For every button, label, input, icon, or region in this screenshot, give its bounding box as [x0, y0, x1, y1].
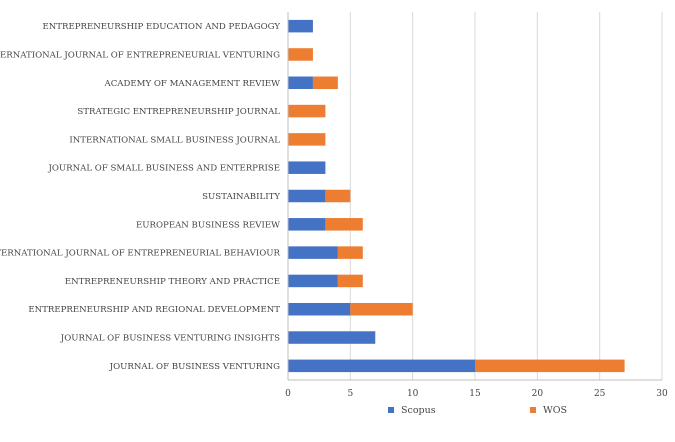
- bars: [288, 19, 625, 373]
- x-tick-label: 30: [656, 389, 668, 399]
- bar-wos: [350, 302, 413, 316]
- category-label: SUSTAINABILITY: [202, 192, 280, 202]
- category-labels: ENTREPRENEURSHIP EDUCATION AND PEDAGOGY I…: [0, 22, 281, 372]
- category-label: INTERNATIONAL SMALL BUSINESS JOURNAL: [69, 135, 280, 145]
- bar-wos: [325, 218, 363, 231]
- x-tick-label: 25: [594, 389, 606, 399]
- category-label: ENTREPRENEURSHIP AND REGIONAL DEVELOPMEN…: [28, 305, 280, 315]
- bar-scopus: [288, 331, 376, 344]
- bar-wos: [325, 189, 351, 203]
- category-label: INTERNATIONAL JOURNAL OF ENTREPRENEURIAL…: [0, 249, 281, 259]
- category-label: ENTREPRENEURSHIP THEORY AND PRACTICE: [65, 277, 280, 287]
- legend: Scopus WOS: [388, 405, 567, 416]
- bar-scopus: [288, 359, 475, 373]
- category-label: JOURNAL OF BUSINESS VENTURING INSIGHTS: [60, 334, 280, 344]
- bar-wos: [312, 76, 338, 90]
- bar-scopus: [288, 218, 326, 231]
- category-label: JOURNAL OF BUSINESS VENTURING: [109, 362, 280, 372]
- bar-wos: [475, 359, 625, 373]
- x-tick-label: 0: [285, 389, 291, 399]
- bar-wos: [288, 48, 313, 61]
- category-label: ENTREPRENEURSHIP EDUCATION AND PEDAGOGY: [42, 22, 280, 32]
- bar-scopus: [288, 161, 326, 174]
- bar-wos: [337, 246, 363, 259]
- category-label: STRATEGIC ENTREPRENEURSHIP JOURNAL: [77, 107, 280, 117]
- bar-scopus: [288, 302, 351, 316]
- x-tick-label: 15: [469, 389, 481, 399]
- bar-scopus: [288, 19, 313, 33]
- gridlines: [349, 12, 663, 380]
- bar-wos: [337, 274, 363, 288]
- x-axis: 0 5 10 15 20 25 30: [285, 12, 668, 399]
- bar-scopus: [288, 246, 338, 259]
- category-label: INTERNATIONAL JOURNAL OF ENTREPRENEURIAL…: [0, 50, 280, 60]
- category-label: EUROPEAN BUSINESS REVIEW: [136, 220, 280, 230]
- x-tick-label: 10: [407, 389, 419, 399]
- bar-wos: [288, 104, 326, 118]
- bar-scopus: [288, 274, 338, 288]
- legend-label-wos: WOS: [543, 405, 567, 416]
- bar-wos: [288, 133, 326, 146]
- bar-scopus: [288, 76, 313, 90]
- x-tick-label: 20: [532, 389, 544, 399]
- x-tick-label: 5: [347, 389, 353, 399]
- category-label: ACADEMY OF MANAGEMENT REVIEW: [104, 79, 281, 89]
- bar-scopus: [288, 189, 326, 203]
- legend-label-scopus: Scopus: [401, 405, 436, 416]
- category-label: JOURNAL OF SMALL BUSINESS AND ENTERPRISE: [47, 164, 280, 174]
- legend-swatch-scopus: [388, 407, 394, 413]
- legend-swatch-wos: [530, 407, 536, 413]
